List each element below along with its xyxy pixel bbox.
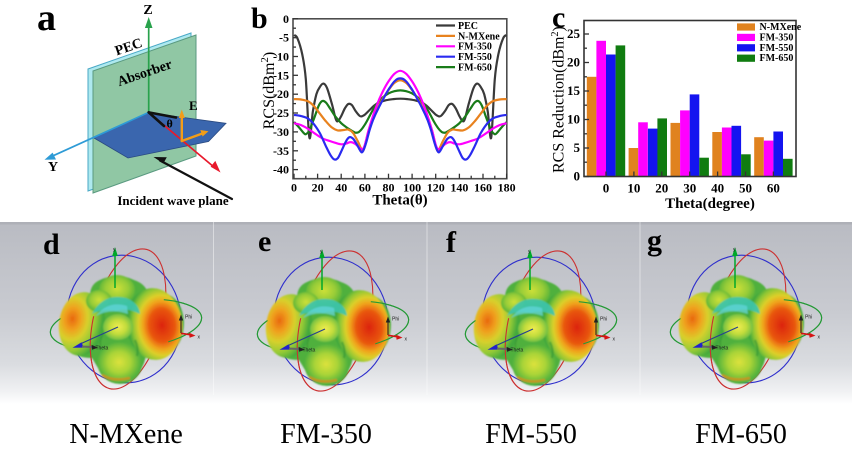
svg-text:N-MXene: N-MXene	[760, 22, 802, 33]
svg-text:FM-350: FM-350	[280, 419, 372, 450]
svg-text:-25: -25	[273, 106, 289, 120]
svg-text:140: 140	[450, 181, 468, 195]
svg-text:0: 0	[574, 169, 581, 184]
svg-text:0: 0	[603, 181, 610, 196]
svg-text:Theta(degree): Theta(degree)	[665, 196, 755, 212]
svg-text:20: 20	[312, 181, 324, 195]
svg-text:-20: -20	[273, 87, 289, 101]
svg-text:Incident wave plane: Incident wave plane	[117, 193, 228, 208]
svg-text:PEC: PEC	[458, 21, 478, 32]
svg-text:-40: -40	[273, 163, 289, 177]
svg-text:180: 180	[498, 181, 516, 195]
svg-text:10: 10	[567, 112, 580, 127]
svg-text:Theta(θ): Theta(θ)	[372, 193, 427, 209]
svg-text:30: 30	[683, 181, 696, 196]
svg-text:-10: -10	[273, 50, 289, 64]
svg-text:40: 40	[335, 181, 347, 195]
svg-text:θ: θ	[167, 117, 173, 131]
svg-text:20: 20	[655, 181, 668, 196]
svg-text:10: 10	[627, 181, 640, 196]
svg-text:b: b	[251, 2, 268, 35]
svg-text:Z: Z	[143, 3, 152, 18]
svg-text:FM-350: FM-350	[760, 32, 794, 43]
svg-text:FM-550: FM-550	[485, 419, 577, 450]
svg-text:FM-650: FM-650	[760, 53, 794, 64]
svg-text:120: 120	[427, 181, 445, 195]
svg-text:60: 60	[359, 181, 371, 195]
svg-text:100: 100	[403, 181, 421, 195]
svg-text:FM-550: FM-550	[458, 52, 492, 63]
svg-text:N-MXene: N-MXene	[458, 31, 500, 42]
svg-text:e: e	[258, 225, 271, 258]
svg-text:50: 50	[739, 181, 752, 196]
svg-text:d: d	[43, 228, 60, 261]
svg-text:N-MXene: N-MXene	[69, 419, 183, 450]
svg-text:f: f	[446, 226, 457, 259]
svg-text:5: 5	[574, 140, 581, 155]
svg-text:40: 40	[711, 181, 724, 196]
svg-text:c: c	[552, 1, 565, 34]
svg-text:80: 80	[383, 181, 395, 195]
svg-text:-35: -35	[273, 144, 289, 158]
svg-text:E: E	[189, 98, 198, 113]
svg-text:0: 0	[291, 181, 297, 195]
svg-text:a: a	[37, 0, 56, 39]
svg-text:160: 160	[474, 181, 492, 195]
svg-text:g: g	[647, 224, 662, 257]
svg-text:FM-650: FM-650	[458, 63, 492, 74]
svg-text:0: 0	[283, 12, 289, 26]
svg-text:RCS(dBm2): RCS(dBm2)	[259, 52, 278, 130]
svg-text:60: 60	[767, 181, 780, 196]
svg-text:FM-550: FM-550	[760, 43, 794, 54]
svg-text:-5: -5	[279, 31, 289, 45]
svg-text:25: 25	[567, 26, 581, 41]
svg-text:-30: -30	[273, 125, 289, 139]
svg-text:-15: -15	[273, 68, 289, 82]
svg-text:15: 15	[567, 83, 581, 98]
svg-text:Y: Y	[48, 160, 58, 175]
svg-text:FM-650: FM-650	[695, 419, 787, 450]
svg-text:FM-350: FM-350	[458, 42, 492, 53]
svg-text:20: 20	[567, 55, 580, 70]
svg-text:RCS Reduction(dBm2): RCS Reduction(dBm2)	[550, 26, 568, 173]
